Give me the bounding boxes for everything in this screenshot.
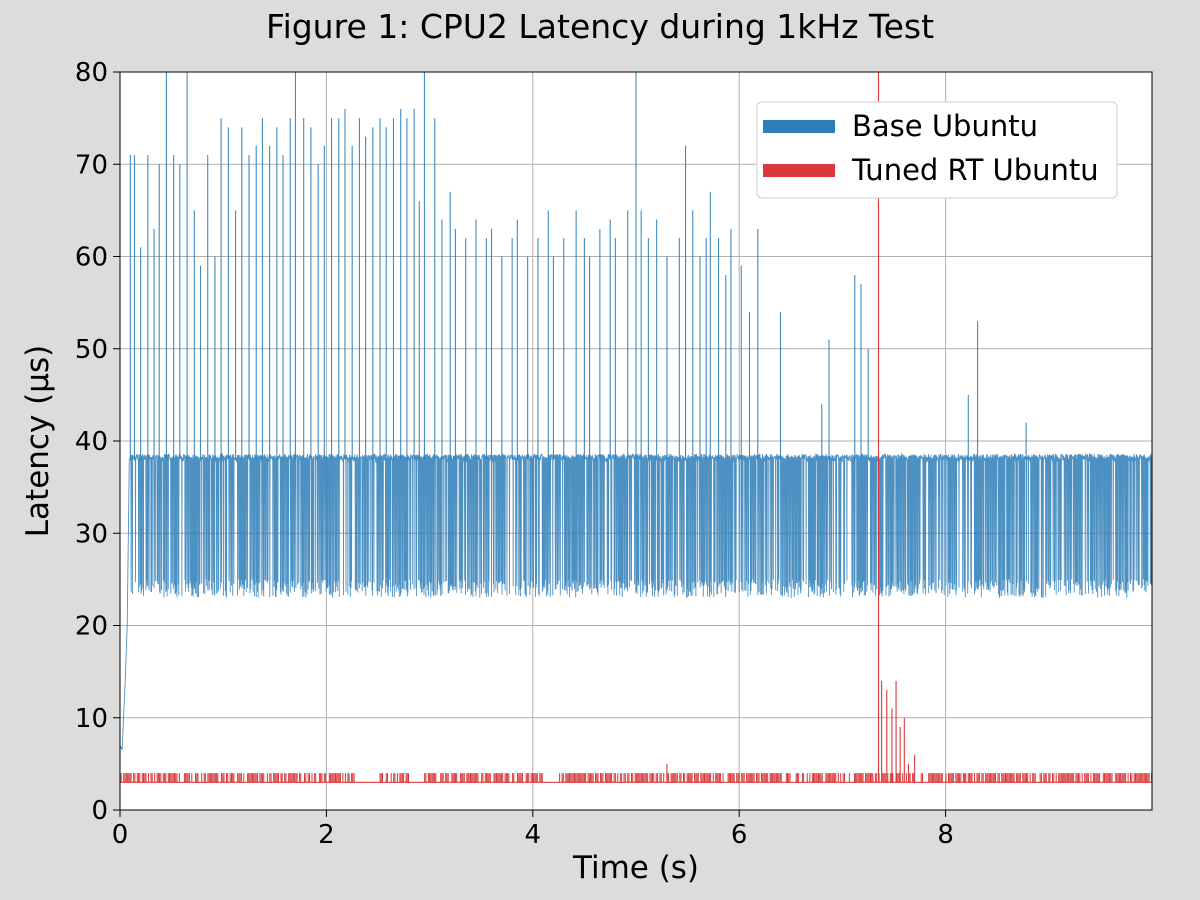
x-tick-label: 2 <box>318 820 335 850</box>
legend-box <box>756 101 1118 199</box>
y-tick-label: 20 <box>75 612 108 642</box>
y-tick-label: 0 <box>91 796 108 826</box>
x-axis-title: Time (s) <box>572 850 699 886</box>
x-tick-label: 8 <box>937 820 954 850</box>
x-tick-label: 4 <box>525 820 542 850</box>
legend: Base Ubuntu Tuned RT Ubuntu <box>756 101 1118 199</box>
y-tick-label: 50 <box>75 335 108 365</box>
y-tick-label: 70 <box>75 150 108 180</box>
x-tick-label: 6 <box>731 820 748 850</box>
series-layer <box>119 72 1153 783</box>
y-tick-label: 10 <box>75 704 108 734</box>
y-tick-label: 40 <box>75 427 108 457</box>
legend-label-base-ubuntu: Base Ubuntu <box>852 109 1038 143</box>
series-base-ubuntu-line <box>119 452 1153 751</box>
x-tick-label: 0 <box>112 820 129 850</box>
y-tick-label: 30 <box>75 519 108 549</box>
legend-label-tuned-rt-ubuntu: Tuned RT Ubuntu <box>851 153 1099 187</box>
chart-title: Figure 1: CPU2 Latency during 1kHz Test <box>266 7 934 46</box>
y-axis-title: Latency (µs) <box>20 345 56 537</box>
y-tick-label: 60 <box>75 243 108 273</box>
y-tick-label: 80 <box>75 58 108 88</box>
series-tuned-rt-ubuntu-line <box>120 773 1153 783</box>
legend-swatch-tuned-rt-ubuntu <box>763 164 835 177</box>
legend-swatch-base-ubuntu <box>763 120 835 133</box>
